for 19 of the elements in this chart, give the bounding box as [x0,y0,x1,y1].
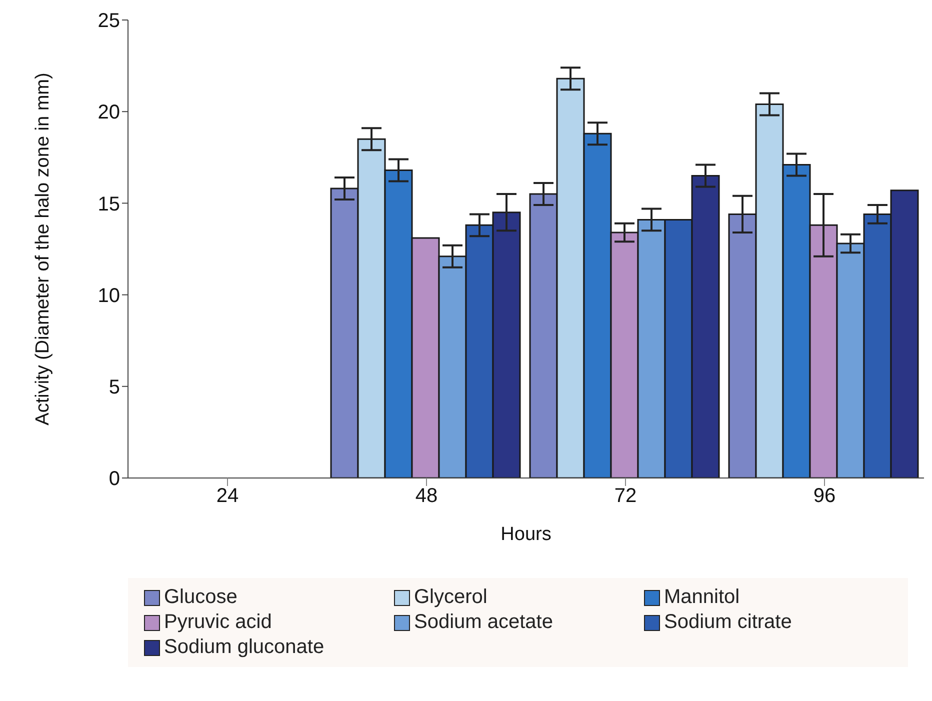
legend-label: Sodium citrate [664,611,792,634]
legend-label: Sodium gluconate [164,636,324,659]
legend-label: Glucose [164,586,238,609]
x-tick-label: 48 [415,485,438,508]
x-tick-label: 72 [614,485,637,508]
legend-label: Pyruvic acid [164,611,272,634]
x-tick-label: 96 [813,485,836,508]
y-tick-label: 10 [98,284,120,307]
x-tick-label: 24 [216,485,239,508]
x-axis-title: Hours [500,524,552,545]
y-axis-title: Activity (Diameter of the halo zone in mm) [32,72,54,426]
y-tick-label: 20 [98,102,120,124]
y-tick-label: 25 [98,10,120,32]
legend-label: Glycerol [414,586,488,609]
y-tick-label: 15 [98,193,120,216]
y-tick-label: 0 [108,468,120,490]
y-tick-label: 5 [108,376,120,398]
legend-label: Sodium acetate [414,611,553,634]
legend-label: Mannitol [664,586,740,609]
